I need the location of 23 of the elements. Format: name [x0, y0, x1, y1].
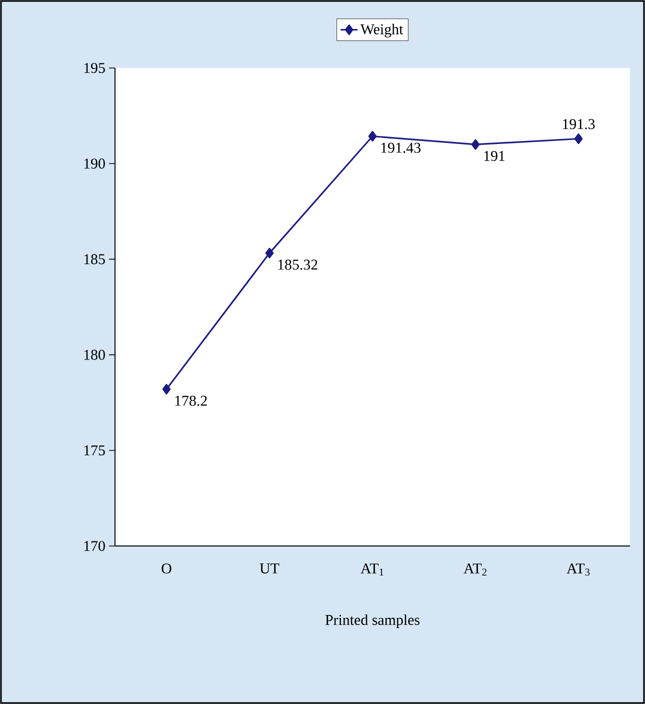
point — [574, 133, 583, 144]
point — [162, 384, 171, 395]
point — [471, 139, 480, 150]
data-label: 191 — [484, 150, 505, 162]
data-label: 191.3 — [563, 119, 595, 130]
y-tick-label: 195 — [84, 62, 105, 74]
point — [368, 130, 377, 142]
x-tick-label: AT$_{2}$ — [464, 564, 486, 576]
legend-label: Weight — [360, 24, 404, 38]
data-label: 185.32 — [278, 260, 318, 270]
y-tick-label: 175 — [84, 445, 105, 456]
y-tick-label: 185 — [84, 254, 105, 264]
x-tick-label: UT — [260, 564, 280, 574]
y-tick-label: 170 — [84, 540, 105, 552]
x-tick-label: AT$_{3}$ — [566, 564, 590, 576]
y-tick-label: 190 — [84, 158, 105, 169]
y-tick-label: 180 — [84, 350, 105, 360]
data-label: 191.43 — [381, 142, 421, 153]
x-tick-label: AT$_{1}$ — [360, 564, 384, 576]
x-axis-title: Printed samples — [325, 614, 420, 628]
data-label: 178.2 — [175, 396, 207, 406]
point — [265, 248, 274, 258]
x-tick-label: O — [162, 564, 172, 574]
